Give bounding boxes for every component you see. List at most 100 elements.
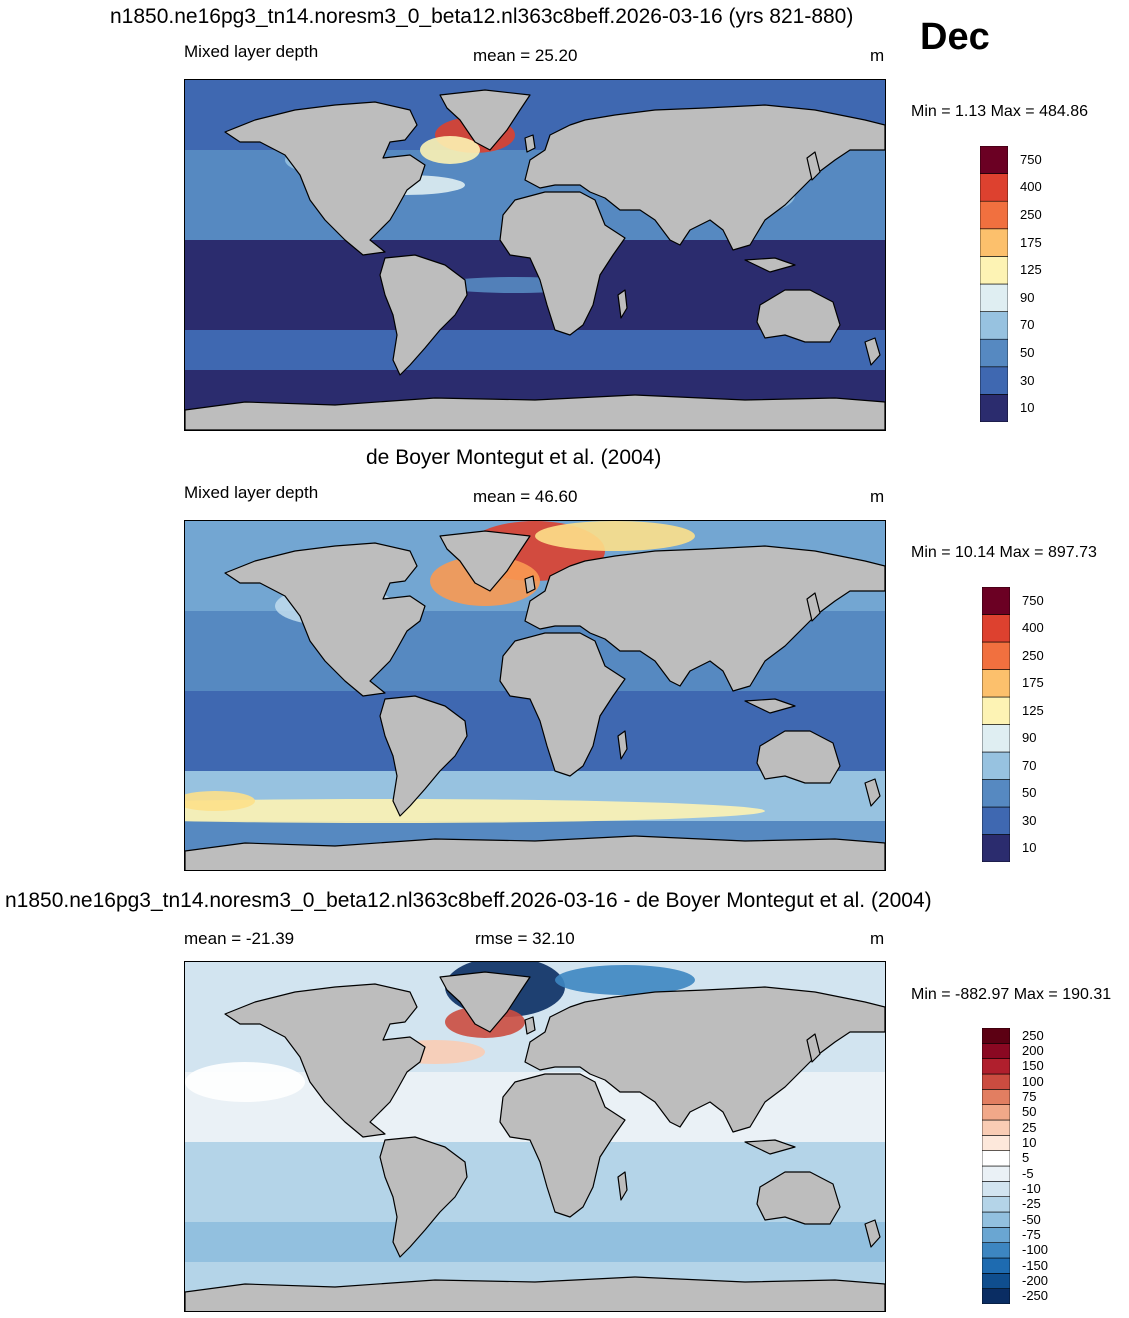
land-south-america <box>379 695 468 817</box>
colorbar-swatch <box>979 145 1009 174</box>
land-uk <box>524 134 536 153</box>
land-madagascar <box>617 289 628 319</box>
colorbar-swatch <box>981 669 1011 698</box>
colorbar-swatch <box>981 1257 1011 1274</box>
colorbar-swatch <box>979 283 1009 312</box>
panel-2-title: de Boyer Montegut et al. (2004) <box>366 446 662 469</box>
colorbar-tick-label: -50 <box>1022 1211 1041 1227</box>
field-patch <box>535 521 695 551</box>
panel-3-colorbar-svg <box>981 1027 1011 1305</box>
colorbar-swatch <box>979 173 1009 202</box>
colorbar-swatch <box>981 1150 1011 1167</box>
panel-2-mean-label: mean = 46.60 <box>473 487 578 506</box>
month-label: Dec <box>920 16 990 58</box>
colorbar-tick-label: 90 <box>1020 289 1035 305</box>
land-antarctica <box>185 835 885 870</box>
colorbar-tick-label: -5 <box>1022 1165 1034 1181</box>
colorbar-tick-label: 125 <box>1020 262 1042 278</box>
colorbar-swatch <box>981 724 1011 753</box>
colorbar-swatch <box>981 1043 1011 1059</box>
colorbar-swatch <box>981 751 1011 780</box>
panel-3-units: m <box>870 929 885 948</box>
colorbar-tick-label: -25 <box>1022 1196 1041 1212</box>
land-new-zealand <box>864 1219 881 1248</box>
panel-3-minmax: Min = -882.97 Max = 190.31 <box>911 986 1112 1003</box>
panel-2-units: m <box>870 487 885 506</box>
colorbar-swatch <box>979 228 1009 257</box>
colorbar-tick-label: 100 <box>1022 1073 1044 1089</box>
colorbar-swatch <box>979 200 1009 230</box>
colorbar-tick-label: 90 <box>1022 730 1037 746</box>
colorbar-tick-label: 175 <box>1022 675 1044 691</box>
colorbar-tick-label: -100 <box>1022 1242 1049 1258</box>
colorbar-tick-label: 250 <box>1022 647 1044 663</box>
land-japan <box>806 1033 821 1063</box>
panel-1-map <box>184 79 886 431</box>
colorbar-swatch <box>981 806 1011 835</box>
colorbar-swatch <box>981 1135 1011 1151</box>
colorbar-swatch <box>979 256 1009 285</box>
panel-3-map-svg <box>185 962 885 1311</box>
colorbar-swatch <box>981 1027 1011 1044</box>
colorbar-tick-label: 250 <box>1020 207 1042 222</box>
colorbar-swatch <box>981 1288 1011 1305</box>
colorbar-swatch <box>981 1242 1011 1259</box>
colorbar-swatch <box>981 614 1011 643</box>
land-new-zealand <box>864 337 881 366</box>
colorbar-swatch <box>981 1058 1011 1075</box>
land-greenland <box>439 89 531 151</box>
land-north-america <box>224 542 426 697</box>
colorbar-tick-label: -75 <box>1022 1227 1041 1242</box>
colorbar-tick-label: 50 <box>1020 345 1035 360</box>
land-greenland <box>439 530 531 592</box>
colorbar-tick-label: 750 <box>1020 151 1042 167</box>
colorbar-tick-label: 400 <box>1022 620 1044 636</box>
land-africa <box>499 191 626 336</box>
colorbar-tick-label: -10 <box>1022 1181 1041 1196</box>
colorbar-swatch <box>979 311 1009 340</box>
colorbar-swatch <box>981 1104 1011 1121</box>
colorbar-tick-label: 70 <box>1022 757 1037 773</box>
colorbar-swatch <box>979 366 1009 395</box>
land-greenland <box>439 971 531 1033</box>
colorbar-swatch <box>981 1181 1011 1197</box>
colorbar-tick-label: -150 <box>1022 1257 1049 1273</box>
panel-3-map <box>184 961 886 1312</box>
colorbar-swatch <box>981 1211 1011 1228</box>
land-australia <box>756 1171 841 1225</box>
land-antarctica <box>185 394 885 430</box>
land-uk <box>524 1016 536 1035</box>
colorbar-swatch <box>981 834 1011 863</box>
colorbar-tick-label: 50 <box>1022 1104 1037 1120</box>
colorbar-swatch <box>981 1273 1011 1289</box>
panel-2-variable-label: Mixed layer depth <box>184 483 319 502</box>
land-eurasia <box>524 104 885 251</box>
land-south-america <box>379 1136 468 1258</box>
colorbar-tick-label: 125 <box>1022 702 1044 718</box>
panel-1-units: m <box>870 46 885 65</box>
colorbar-tick-label: 5 <box>1022 1150 1030 1166</box>
panel-1-minmax: Min = 1.13 Max = 484.86 <box>911 103 1088 120</box>
land-indonesia <box>744 1139 796 1155</box>
panel-1-colorbar <box>979 145 1009 423</box>
colorbar-swatch <box>981 1227 1011 1243</box>
panel-3-mean-label: mean = -21.39 <box>184 929 295 948</box>
colorbar-tick-label: 400 <box>1020 179 1042 195</box>
colorbar-swatch <box>981 1089 1011 1105</box>
panel-3-rmse-label: rmse = 32.10 <box>475 929 575 948</box>
panel-2-minmax: Min = 10.14 Max = 897.73 <box>911 544 1097 561</box>
colorbar-swatch <box>979 394 1009 423</box>
panel-1-variable-label: Mixed layer depth <box>184 42 319 61</box>
colorbar-swatch <box>981 779 1011 808</box>
colorbar-tick-label: 200 <box>1022 1043 1044 1058</box>
colorbar-tick-label: 70 <box>1020 317 1035 333</box>
panel-2-colorbar-svg <box>981 586 1011 863</box>
land-japan <box>806 592 821 622</box>
land-new-zealand <box>864 778 881 807</box>
colorbar-tick-label: 10 <box>1022 1135 1037 1150</box>
land-australia <box>756 289 841 343</box>
field-patch <box>420 136 480 164</box>
land-indonesia <box>744 257 796 273</box>
colorbar-swatch <box>981 696 1011 725</box>
colorbar-tick-label: 10 <box>1022 840 1037 856</box>
